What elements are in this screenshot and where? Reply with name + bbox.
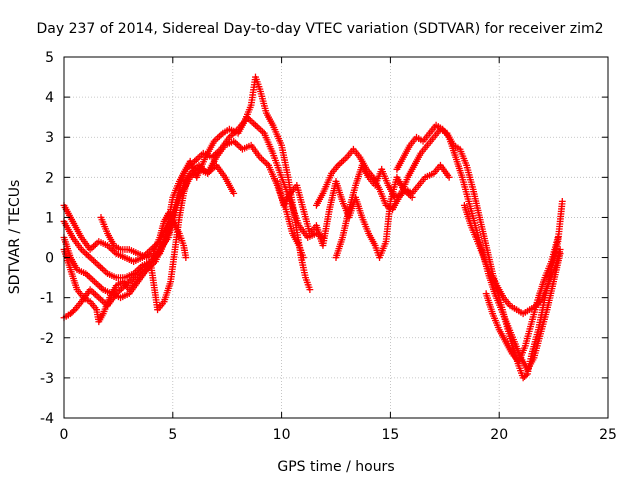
y-tick-label: 4 — [45, 90, 54, 106]
x-tick-label: 5 — [168, 427, 177, 443]
y-tick-label: 0 — [45, 251, 54, 267]
y-tick-label: -1 — [40, 291, 54, 307]
data-point — [554, 234, 562, 241]
axis-ticks — [63, 56, 609, 419]
series-track-11 — [460, 202, 564, 318]
y-tick-label: -2 — [40, 331, 54, 347]
data-point — [445, 173, 453, 181]
x-tick-labels: 0 5 10 15 20 25 — [60, 427, 617, 443]
data-marks — [60, 73, 566, 382]
x-tick-label: 10 — [273, 427, 291, 443]
y-tick-labels: -4 -3 -2 -1 0 1 2 3 4 5 — [40, 50, 54, 427]
data-point — [182, 254, 190, 261]
series-track-9 — [332, 125, 566, 382]
data-point — [184, 173, 192, 181]
plot-frame — [63, 56, 609, 419]
y-tick-label: -4 — [40, 411, 54, 427]
series-track-7 — [273, 173, 416, 261]
chart-title: Day 237 of 2014, Sidereal Day-to-day VTE… — [37, 21, 604, 37]
y-axis-label: SDTVAR / TECUs — [7, 180, 23, 295]
x-axis-label: GPS time / hours — [277, 459, 394, 475]
data-point — [299, 254, 307, 261]
data-point — [558, 198, 566, 205]
y-tick-label: 3 — [45, 130, 54, 146]
series-track-10 — [393, 121, 564, 374]
series-track-12 — [482, 234, 562, 366]
data-point — [70, 307, 77, 315]
x-tick-label: 20 — [490, 427, 508, 443]
series-track-5 — [60, 173, 192, 326]
y-tick-label: 5 — [45, 50, 54, 66]
y-tick-label: 1 — [45, 210, 54, 226]
data-point — [230, 189, 238, 197]
x-tick-label: 15 — [381, 427, 399, 443]
series-track-3 — [60, 137, 307, 302]
y-tick-label: 2 — [45, 170, 54, 186]
data-point — [522, 371, 530, 379]
x-tick-label: 25 — [599, 427, 617, 443]
series-track-6 — [97, 210, 190, 261]
y-tick-label: -3 — [40, 371, 54, 387]
data-point — [306, 286, 314, 294]
x-tick-label: 0 — [60, 427, 69, 443]
